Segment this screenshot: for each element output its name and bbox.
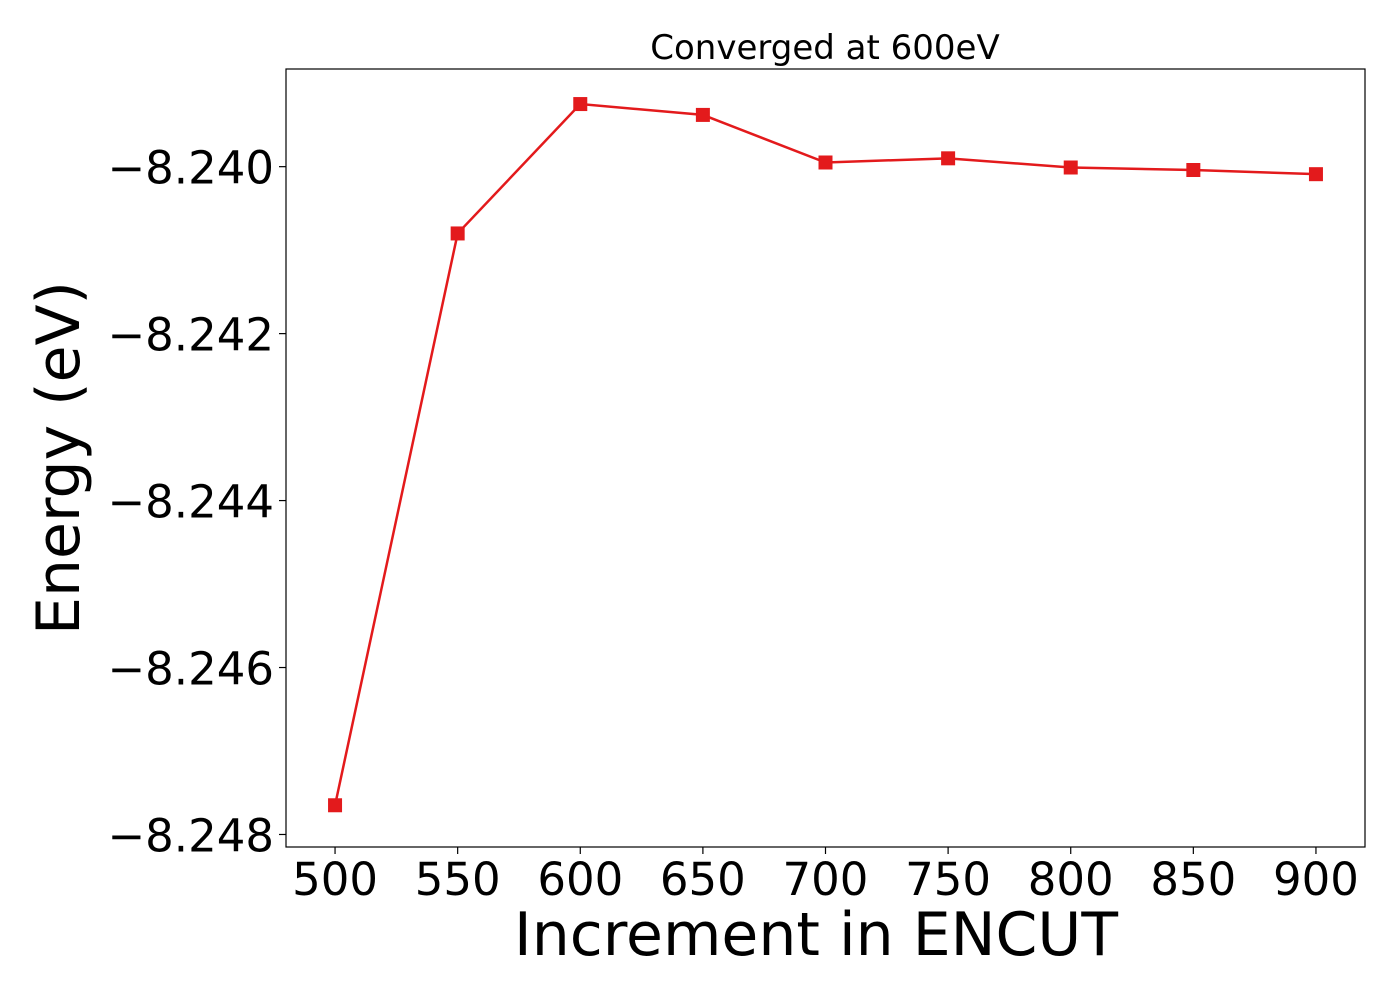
x-tick-label: 550 xyxy=(415,853,501,906)
data-point-marker xyxy=(450,226,465,241)
plot-area-frame xyxy=(285,68,1366,848)
data-point-marker xyxy=(941,151,956,166)
data-point-marker xyxy=(328,798,343,813)
y-axis-ticks: −8.240 −8.242 −8.244 −8.246 −8.248 xyxy=(107,142,286,862)
x-axis-ticks: 500 550 600 650 700 750 800 850 900 xyxy=(292,847,1359,906)
y-tick-label: −8.248 xyxy=(107,809,274,862)
x-axis-label: Increment in ENCUT xyxy=(514,900,1118,970)
data-point-marker xyxy=(1308,167,1323,182)
y-tick-label: −8.246 xyxy=(107,643,274,696)
data-point-marker xyxy=(1063,160,1078,175)
x-tick-label: 650 xyxy=(660,853,746,906)
y-tick-label: −8.240 xyxy=(107,142,274,195)
chart-title: Converged at 600eV xyxy=(650,28,999,68)
x-tick-label: 700 xyxy=(783,853,869,906)
data-point-marker xyxy=(1186,163,1201,178)
x-tick-label: 900 xyxy=(1273,853,1359,906)
data-point-marker xyxy=(695,107,710,122)
series-line xyxy=(333,102,1316,806)
data-point-marker xyxy=(573,97,588,112)
data-point-marker xyxy=(818,155,833,170)
y-tick-label: −8.242 xyxy=(107,309,274,362)
y-tick-label: −8.244 xyxy=(107,476,274,529)
series-layer xyxy=(328,97,1323,813)
x-tick-label: 800 xyxy=(1028,853,1114,906)
x-tick-label: 500 xyxy=(292,853,378,906)
y-axis-label: Energy (eV) xyxy=(24,281,94,635)
x-tick-label: 600 xyxy=(537,853,623,906)
x-tick-label: 750 xyxy=(905,853,991,906)
x-tick-label: 850 xyxy=(1150,853,1236,906)
